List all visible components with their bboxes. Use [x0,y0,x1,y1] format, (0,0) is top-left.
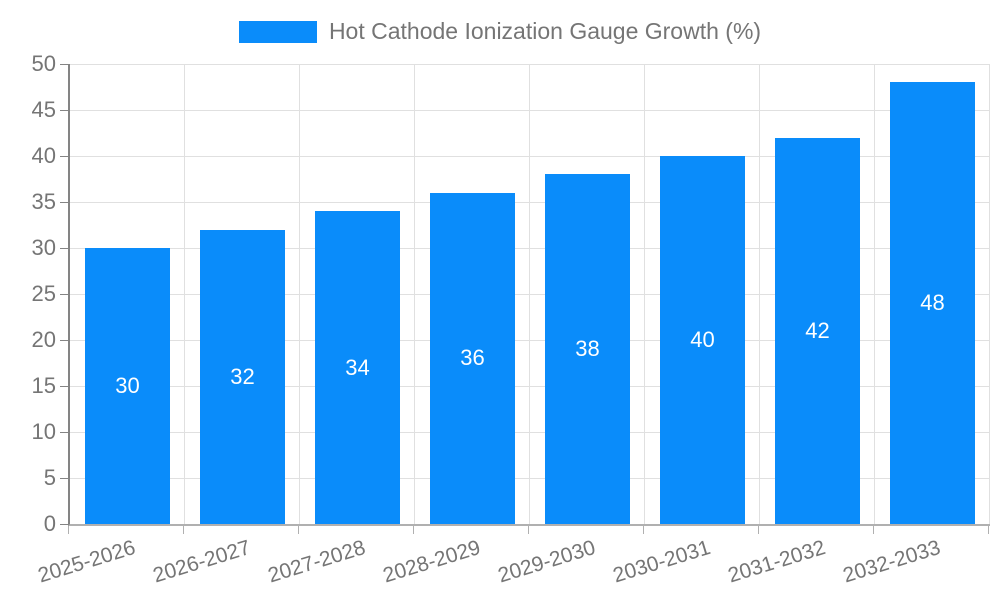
y-axis-label: 20 [31,327,56,352]
y-axis-tick [60,340,68,341]
gridline-vertical [759,64,760,524]
y-axis-tick [60,478,68,479]
chart-legend[interactable]: Hot Cathode Ionization Gauge Growth (%) [0,18,1000,45]
y-axis-tick [60,202,68,203]
y-axis-tick [60,110,68,111]
y-axis-label: 15 [31,373,56,398]
y-axis-label: 45 [31,97,56,122]
x-axis-tick [298,526,299,534]
gridline-horizontal [70,294,990,295]
y-axis-tick [60,294,68,295]
bar-value-label: 48 [920,290,945,316]
gridline-vertical [299,64,300,524]
bar-value-label: 42 [805,317,830,343]
gridline-horizontal [70,110,990,111]
x-axis-tick [183,526,184,534]
x-axis-tick [643,526,644,534]
gridline-vertical [184,64,185,524]
y-axis-label: 50 [31,51,56,76]
y-axis-label: 35 [31,189,56,214]
x-axis-label: 2030-2031 [610,536,714,588]
bar-value-label: 30 [115,373,140,398]
x-axis-label: 2032-2033 [840,536,944,588]
y-axis-tick [60,156,68,157]
x-axis-label: 2029-2030 [495,536,599,588]
gridline-horizontal [70,248,990,249]
x-axis-label: 2027-2028 [265,536,369,588]
x-axis-tick [873,526,874,534]
bar-2028-2029 [430,192,515,524]
bar-value-label: 40 [690,327,715,352]
legend-label: Hot Cathode Ionization Gauge Growth (%) [328,18,762,44]
x-axis-tick [988,526,989,534]
x-axis-tick [528,526,529,534]
gridline-horizontal [70,386,990,387]
legend-swatch [238,20,317,43]
y-axis-tick [60,432,68,433]
gridline-horizontal [70,64,990,65]
plot-area: 30 32 34 36 38 40 42 48 [68,64,990,526]
y-axis-label: 40 [31,143,56,168]
bar-2032-2033 [890,82,975,524]
y-axis-label: 5 [43,465,56,490]
gridline-vertical [989,64,990,524]
bar-2025-2026 [85,248,170,524]
x-axis-label: 2028-2029 [380,536,484,588]
bar-2026-2027 [200,229,285,524]
gridline-horizontal [70,478,990,479]
x-axis-label: 2031-2032 [725,536,829,588]
gridline-horizontal [70,340,990,341]
bar-value-label: 32 [230,363,255,389]
x-axis-tick [758,526,759,534]
bar-value-label: 34 [345,354,370,380]
gridline-vertical [644,64,645,524]
y-axis-tick [60,524,68,525]
y-axis-tick [60,386,68,387]
gridline-horizontal [70,432,990,433]
bar-2030-2031 [660,156,745,524]
x-axis-label: 2026-2027 [150,536,254,588]
y-axis-label: 10 [31,419,56,444]
bar-value-label: 38 [575,336,600,362]
bar-value-label: 36 [460,345,485,371]
y-axis-label: 30 [31,235,56,260]
y-axis-label: 25 [31,281,56,306]
gridline-vertical [874,64,875,524]
y-axis-label: 0 [43,511,56,536]
bar-2031-2032 [775,137,860,524]
y-axis-tick [60,248,68,249]
x-axis-tick [413,526,414,534]
y-axis-tick [60,64,68,65]
gridline-horizontal [70,156,990,157]
x-axis-label: 2025-2026 [35,536,139,588]
gridline-horizontal [70,202,990,203]
gridline-vertical [414,64,415,524]
gridline-vertical [529,64,530,524]
bar-2027-2028 [315,211,400,524]
x-axis-tick [68,526,69,534]
bar-2029-2030 [545,174,630,524]
